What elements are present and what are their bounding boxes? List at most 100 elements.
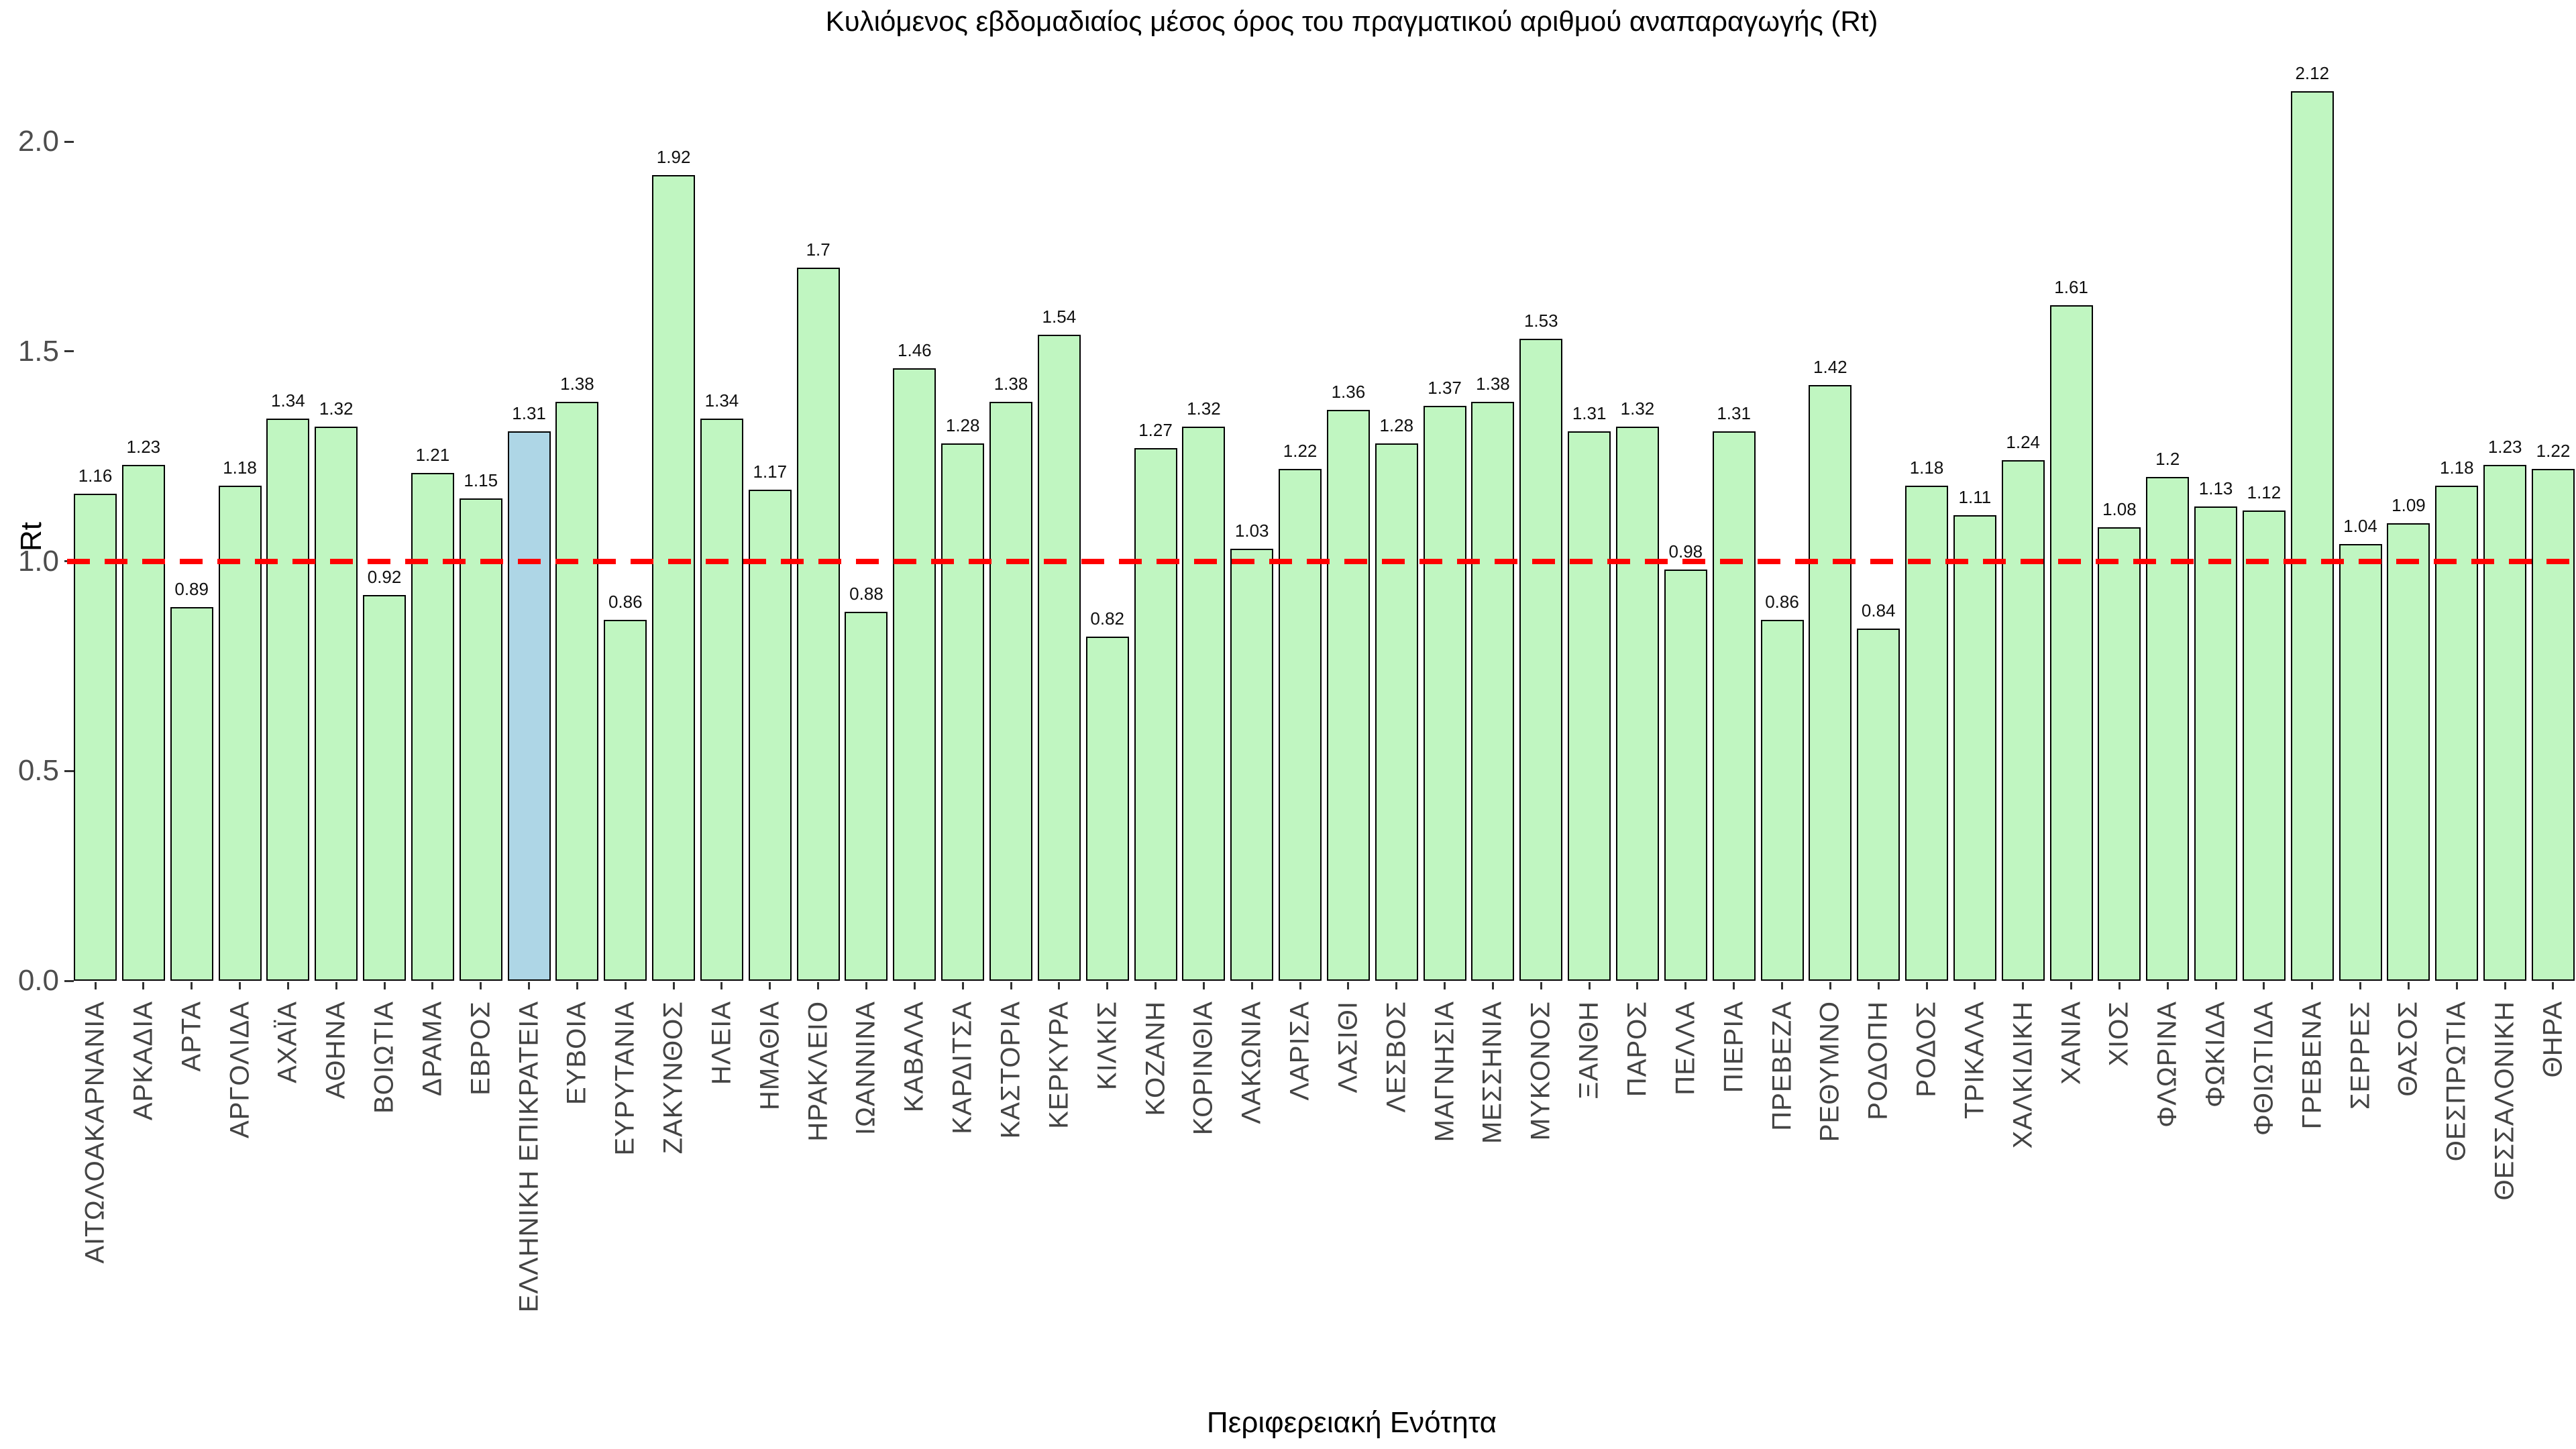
y-axis-tick-label: 2.0 (17, 125, 59, 158)
bar-value-label: 1.11 (1958, 486, 1992, 507)
y-axis-tick-label: 0.0 (17, 964, 59, 997)
x-axis-label: ΣΕΡΡΕΣ (2345, 1001, 2375, 1110)
bar-value-label: 1.28 (945, 415, 980, 436)
bar-value-label: 1.18 (223, 457, 257, 478)
bar (1857, 628, 1900, 981)
bar-value-label: 1.16 (78, 466, 113, 486)
x-axis-label: ΠΡΕΒΕΖΑ (1767, 1001, 1796, 1131)
bar (1664, 570, 1707, 981)
x-axis-tick (865, 982, 867, 989)
bar (170, 607, 213, 981)
bar (2098, 527, 2141, 981)
bar-value-label: 1.12 (2247, 482, 2282, 503)
bar-value-label: 1.31 (512, 402, 546, 423)
bar (1230, 548, 1274, 981)
bar-value-label: 0.92 (367, 566, 402, 587)
bar (989, 401, 1033, 981)
bar (1375, 443, 1418, 981)
x-axis-label: ΡΟΔΟΣ (1911, 1001, 1941, 1097)
bar (604, 620, 647, 981)
x-axis-tick (2166, 982, 2169, 989)
bar-value-label: 1.61 (2054, 276, 2088, 297)
bar (507, 431, 551, 981)
bar-value-label: 1.09 (2392, 495, 2426, 516)
bar (2531, 468, 2575, 981)
x-axis-label: ΚΑΡΔΙΤΣΑ (947, 1001, 977, 1134)
x-axis-tick (2118, 982, 2121, 989)
x-axis-label: ΒΟΙΩΤΙΑ (369, 1001, 399, 1114)
x-axis-tick (576, 982, 578, 989)
bar-value-label: 1.2 (2155, 449, 2180, 470)
bar-value-label: 1.7 (806, 239, 830, 260)
bar (2483, 464, 2527, 981)
x-axis-tick (1491, 982, 1494, 989)
bar (1279, 468, 1322, 981)
bar (1037, 334, 1081, 981)
y-axis-tick-label: 1.5 (17, 334, 59, 368)
x-axis-label: ΙΩΑΝΝΙΝΑ (851, 1001, 881, 1136)
bar-value-label: 0.82 (1090, 608, 1124, 629)
bar-value-label: 1.34 (271, 390, 305, 411)
bar-value-label: 1.27 (1138, 419, 1173, 440)
x-axis-label: ΚΑΒΑΛΑ (899, 1001, 929, 1113)
bar-value-label: 1.23 (126, 436, 161, 457)
x-axis-tick (2359, 982, 2362, 989)
x-axis-tick (2022, 982, 2025, 989)
x-axis-label: ΕΒΡΟΣ (466, 1001, 496, 1095)
x-axis-title: Περιφερειακή Ενότητα (1206, 1406, 1497, 1439)
bar (2435, 485, 2479, 981)
x-axis-tick (239, 982, 241, 989)
bar-value-label: 1.28 (1379, 415, 1414, 436)
x-axis-label: ΜΥΚΟΝΟΣ (1525, 1001, 1556, 1141)
bar (2001, 460, 2045, 981)
bar (218, 485, 262, 981)
x-axis-label: ΘΗΡΑ (2538, 1001, 2568, 1078)
x-axis-label: ΘΕΣΣΑΛΟΝΙΚΗ (2489, 1001, 2520, 1201)
x-axis-label: ΘΑΣΟΣ (2393, 1001, 2423, 1097)
bar (1326, 410, 1370, 981)
x-axis-tick (286, 982, 289, 989)
x-axis-tick (1155, 982, 1157, 989)
bar (266, 418, 310, 981)
x-axis-label: ΧΑΛΚΙΔΙΚΗ (2008, 1001, 2038, 1149)
x-axis-label: ΚΑΣΤΟΡΙΑ (996, 1001, 1026, 1139)
bar-value-label: 1.32 (319, 398, 354, 419)
x-axis-label: ΧΙΟΣ (2104, 1001, 2134, 1067)
x-axis-tick (1106, 982, 1109, 989)
bar-value-label: 1.53 (1523, 310, 1558, 331)
reference-line (67, 558, 2576, 564)
x-axis-label: ΦΛΩΡΙΝΑ (2152, 1001, 2182, 1128)
x-axis-label: ΛΕΣΒΟΣ (1381, 1001, 1411, 1113)
x-axis-tick (2455, 982, 2458, 989)
bar-value-label: 1.42 (1813, 356, 1847, 377)
bar (315, 427, 358, 981)
y-axis-tick (64, 769, 74, 772)
x-axis-label: ΛΑΚΩΝΙΑ (1236, 1001, 1267, 1124)
bar-value-label: 1.17 (753, 462, 788, 482)
bar (1134, 447, 1177, 981)
bar (459, 498, 502, 981)
bar (1712, 431, 1756, 981)
x-axis-tick (191, 982, 193, 989)
x-axis-label: ΖΑΚΥΝΘΟΣ (658, 1001, 688, 1155)
bar-value-label: 0.88 (849, 583, 883, 604)
x-axis-tick (1636, 982, 1639, 989)
x-axis-label: ΠΕΛΛΑ (1670, 1001, 1701, 1095)
x-axis-tick (142, 982, 145, 989)
x-axis-tick (769, 982, 771, 989)
x-axis-label: ΗΡΑΚΛΕΙΟ (803, 1001, 833, 1142)
x-axis-tick (2504, 982, 2506, 989)
x-axis-label: ΚΕΡΚΥΡΑ (1044, 1001, 1074, 1129)
bar (2290, 91, 2334, 981)
bar (2146, 477, 2190, 981)
bar (748, 490, 792, 981)
bar-value-label: 1.22 (1283, 440, 1318, 461)
x-axis-label: ΗΛΕΙΑ (706, 1001, 737, 1085)
bar-value-label: 1.34 (704, 390, 739, 411)
x-axis-tick (1347, 982, 1350, 989)
x-axis-tick (1010, 982, 1012, 989)
bar (1615, 427, 1659, 981)
bar-value-label: 1.38 (560, 373, 594, 394)
x-axis-tick (1781, 982, 1783, 989)
x-axis-tick (335, 982, 337, 989)
